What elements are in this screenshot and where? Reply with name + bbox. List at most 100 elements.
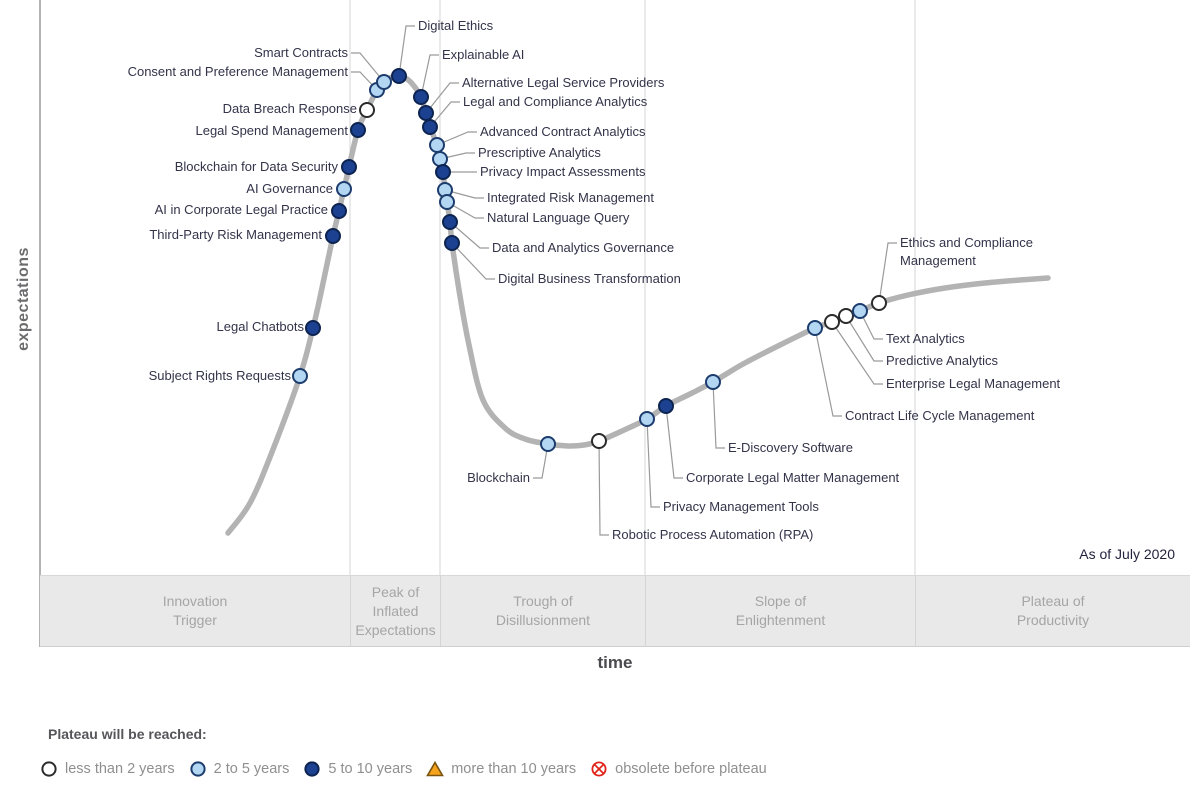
label-legal-spend-management: Legal Spend Management bbox=[195, 123, 348, 138]
dot-contract-life-cycle-management bbox=[807, 320, 823, 336]
dot-blockchain bbox=[540, 436, 556, 452]
connector-digital-ethics bbox=[398, 25, 415, 77]
connector-natural-language-query bbox=[446, 201, 484, 219]
connector-text-analytics bbox=[859, 310, 883, 340]
label-natural-language-query: Natural Language Query bbox=[487, 210, 630, 225]
phase-band-label: Plateau of Productivity bbox=[1016, 593, 1090, 628]
phase-band-peak-of-inflated-expectations: Peak of Inflated Expectations bbox=[350, 575, 440, 647]
label-subject-rights-requests: Subject Rights Requests bbox=[148, 368, 291, 383]
connector-consent-and-preference-management bbox=[351, 71, 378, 91]
legend-item-label: less than 2 years bbox=[65, 761, 175, 777]
connector-data-and-analytics-governance bbox=[449, 221, 489, 249]
connector-ethics-and-compliance-management bbox=[878, 242, 897, 304]
legend-item-2-to-5-years: 2 to 5 years bbox=[189, 760, 289, 778]
label-prescriptive-analytics: Prescriptive Analytics bbox=[478, 145, 601, 160]
label-privacy-impact-assessments: Privacy Impact Assessments bbox=[480, 164, 646, 179]
dot-advanced-contract-analytics bbox=[429, 137, 445, 153]
label-ai-governance: AI Governance bbox=[246, 181, 333, 196]
phase-band-trough-of-disillusionment: Trough of Disillusionment bbox=[440, 575, 645, 647]
dot-privacy-management-tools bbox=[639, 411, 655, 427]
label-digital-ethics: Digital Ethics bbox=[418, 18, 494, 33]
label-predictive-analytics: Predictive Analytics bbox=[886, 353, 998, 368]
connector-smart-contracts bbox=[351, 52, 385, 83]
dot-enterprise-legal-management bbox=[824, 314, 840, 330]
dot-robotic-process-automation-rpa bbox=[591, 433, 607, 449]
legend-item-more-than-10-years: more than 10 years bbox=[426, 760, 576, 778]
x-axis-label: time bbox=[597, 653, 633, 672]
label-consent-and-preference-management: Consent and Preference Management bbox=[127, 64, 348, 79]
dot-smart-contracts bbox=[376, 74, 392, 90]
dot-alternative-legal-service-providers bbox=[418, 105, 434, 121]
connector-robotic-process-automation-rpa bbox=[598, 440, 609, 536]
connector-enterprise-legal-management bbox=[831, 321, 883, 385]
label-blockchain: Blockchain bbox=[467, 470, 530, 485]
connector-digital-business-transformation bbox=[451, 242, 495, 280]
label-legal-chatbots: Legal Chatbots bbox=[216, 319, 304, 334]
phase-band-innovation-trigger: Innovation Trigger bbox=[40, 575, 350, 647]
dot-natural-language-query bbox=[439, 194, 455, 210]
legend-item-label: more than 10 years bbox=[451, 761, 577, 777]
dot-subject-rights-requests bbox=[292, 368, 308, 384]
legend-item-obsolete-before-plateau: obsolete before plateau bbox=[590, 760, 767, 778]
connector-legal-and-compliance-analytics bbox=[429, 101, 460, 128]
connector-alternative-legal-service-providers bbox=[425, 82, 459, 114]
dot-legal-chatbots bbox=[305, 320, 321, 336]
legend-item-less-than-2-years: less than 2 years bbox=[40, 760, 175, 778]
gt10-marker-icon bbox=[426, 760, 445, 777]
y-axis-label: expectations bbox=[15, 247, 32, 351]
connector-privacy-management-tools bbox=[646, 418, 660, 508]
connector-corporate-legal-matter-management bbox=[665, 405, 683, 479]
phase-band-slope-of-enlightenment: Slope of Enlightenment bbox=[645, 575, 915, 647]
dot-blockchain-for-data-security bbox=[341, 159, 357, 175]
label-data-and-analytics-governance: Data and Analytics Governance bbox=[492, 240, 675, 255]
connector-integrated-risk-management bbox=[444, 189, 484, 199]
legend-item-label: 5 to 10 years bbox=[328, 761, 413, 777]
connector-e-discovery-software bbox=[712, 381, 725, 449]
label-text-analytics: Text Analytics bbox=[886, 331, 965, 346]
label-enterprise-legal-management: Enterprise Legal Management bbox=[886, 376, 1061, 391]
label-ethics-and-compliance-management: Ethics and Compliance Management bbox=[900, 235, 1033, 268]
dot-legal-and-compliance-analytics bbox=[422, 119, 438, 135]
y2to5-marker-icon bbox=[190, 761, 206, 777]
legend-item-5-to-10-years: 5 to 10 years bbox=[303, 760, 412, 778]
label-smart-contracts: Smart Contracts bbox=[254, 45, 348, 60]
dot-data-and-analytics-governance bbox=[442, 214, 458, 230]
legend-title: Plateau will be reached: bbox=[48, 726, 207, 742]
label-robotic-process-automation-rpa: Robotic Process Automation (RPA) bbox=[612, 527, 814, 542]
label-data-breach-response: Data Breach Response bbox=[222, 101, 357, 116]
dot-privacy-impact-assessments bbox=[435, 164, 451, 180]
phase-band-plateau-of-productivity: Plateau of Productivity bbox=[915, 575, 1190, 647]
dot-ai-governance bbox=[336, 181, 352, 197]
label-third-party-risk-management: Third-Party Risk Management bbox=[149, 227, 322, 242]
label-contract-life-cycle-management: Contract Life Cycle Management bbox=[845, 408, 1035, 423]
hype-curve bbox=[225, 73, 1051, 536]
dot-legal-spend-management bbox=[350, 122, 366, 138]
dot-digital-business-transformation bbox=[444, 235, 460, 251]
label-privacy-management-tools: Privacy Management Tools bbox=[663, 499, 819, 514]
label-digital-business-transformation: Digital Business Transformation bbox=[498, 271, 681, 286]
obsolete-marker-icon bbox=[591, 761, 607, 777]
connector-advanced-contract-analytics bbox=[436, 131, 477, 146]
phase-band-label: Peak of Inflated Expectations bbox=[355, 583, 436, 638]
dot-ethics-and-compliance-management bbox=[871, 295, 887, 311]
dot-digital-ethics bbox=[391, 68, 407, 84]
connector-explainable-ai bbox=[420, 54, 439, 98]
legend-items: less than 2 years 2 to 5 years 5 to 10 yea… bbox=[40, 760, 767, 778]
connector-prescriptive-analytics bbox=[439, 152, 475, 160]
as-of-date: As of July 2020 bbox=[1079, 546, 1175, 562]
dot-predictive-analytics bbox=[838, 308, 854, 324]
dot-ai-in-corporate-legal-practice bbox=[331, 203, 347, 219]
dot-data-breach-response bbox=[359, 102, 375, 118]
connector-contract-life-cycle-management bbox=[814, 327, 842, 417]
dot-explainable-ai bbox=[413, 89, 429, 105]
label-corporate-legal-matter-management: Corporate Legal Matter Management bbox=[686, 470, 900, 485]
label-explainable-ai: Explainable AI bbox=[442, 47, 525, 62]
label-integrated-risk-management: Integrated Risk Management bbox=[487, 190, 654, 205]
phase-band-label: Trough of Disillusionment bbox=[495, 593, 591, 628]
dot-prescriptive-analytics bbox=[432, 151, 448, 167]
connector-blockchain bbox=[533, 443, 549, 479]
dot-e-discovery-software bbox=[705, 374, 721, 390]
label-ai-in-corporate-legal-practice: AI in Corporate Legal Practice bbox=[154, 202, 328, 217]
dot-text-analytics bbox=[852, 303, 868, 319]
